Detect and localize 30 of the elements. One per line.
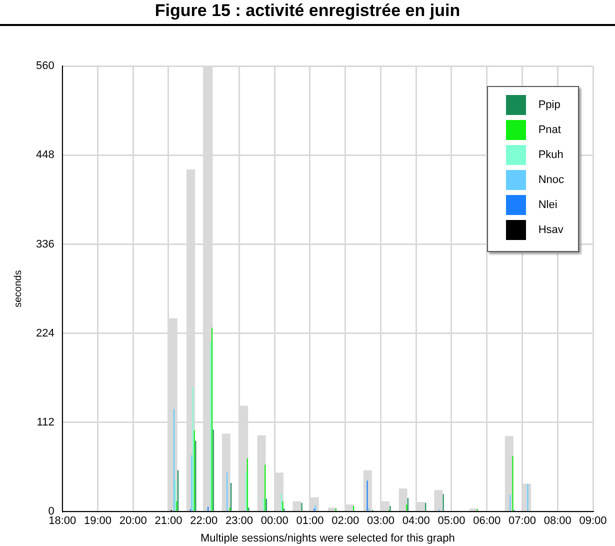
x-tick-label: 01:00	[296, 515, 324, 528]
x-tick-label: 09:00	[579, 515, 607, 528]
legend-label: Nnoc	[538, 174, 564, 186]
x-tick-label: 18:00	[48, 515, 76, 528]
x-axis-title: Multiple sessions/nights were selected for this graph	[200, 532, 455, 544]
legend-label: Ppip	[538, 99, 560, 111]
x-tick-label: 02:00	[332, 515, 360, 528]
x-tick-label: 22:00	[190, 515, 218, 528]
y-tick-label: 112	[36, 416, 54, 429]
legend-label: Hsav	[538, 224, 564, 236]
x-tick-label: 00:00	[260, 515, 288, 528]
legend-label: Pkuh	[538, 149, 564, 161]
x-tick-label: 03:00	[366, 515, 395, 528]
y-tick-label: 336	[36, 238, 54, 250]
legend-label: Nlei	[538, 199, 558, 211]
x-tick-label: 08:00	[544, 515, 572, 528]
y-axis-title: seconds	[12, 270, 24, 308]
x-tick-label: 07:00	[508, 515, 536, 528]
x-tick-label: 19:00	[84, 515, 112, 528]
x-tick-label: 06:00	[473, 515, 501, 528]
y-tick-label: 560	[36, 60, 54, 72]
chart-title: Figure 15 : activité enregistrée en juin	[0, 0, 615, 26]
x-tick-label: 05:00	[438, 515, 466, 528]
x-tick-label: 23:00	[225, 515, 253, 528]
y-tick-label: 448	[36, 149, 54, 162]
x-tick-label: 20:00	[119, 515, 147, 528]
x-tick-label: 04:00	[402, 515, 430, 528]
legend-label: Pnat	[538, 124, 561, 136]
x-tick-label: 21:00	[154, 515, 182, 528]
y-tick-label: 224	[36, 327, 54, 340]
